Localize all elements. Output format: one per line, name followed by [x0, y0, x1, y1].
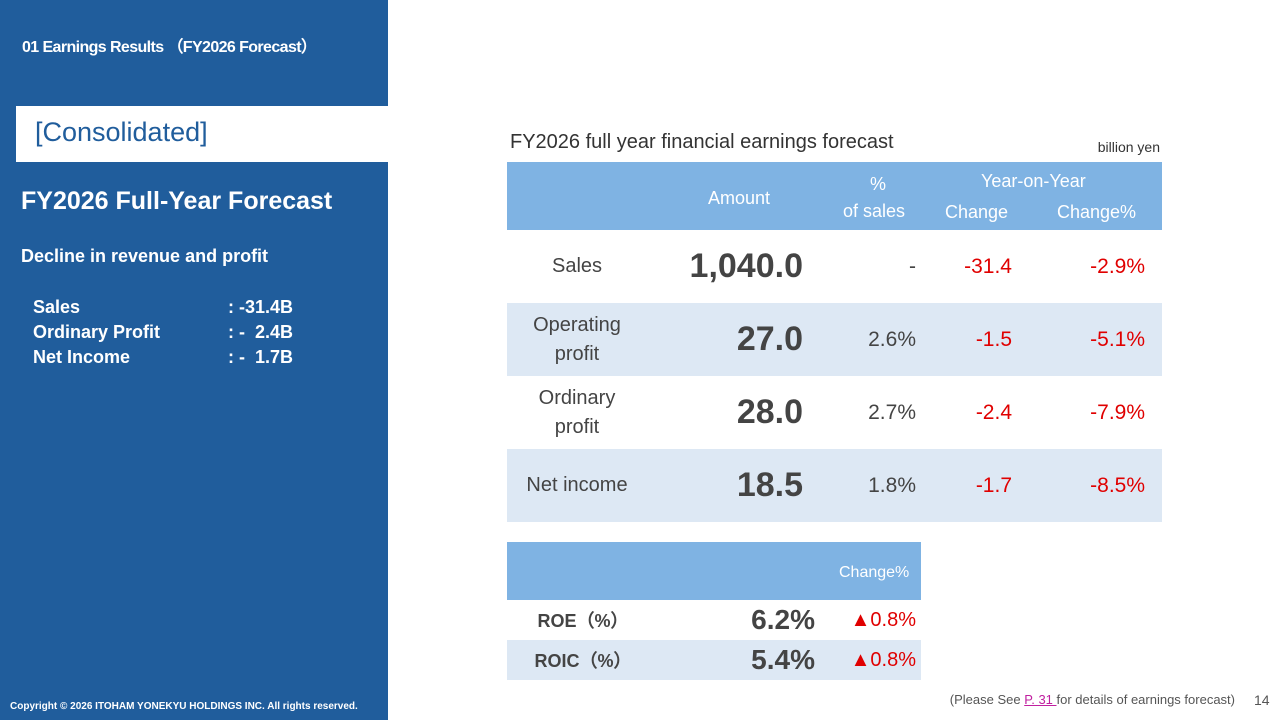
table-cell: 6.2% — [751, 604, 815, 635]
table-cell: Net income — [526, 474, 628, 496]
summary-value: : -31.4B — [228, 297, 294, 317]
table-cell: Operating profit — [533, 313, 621, 365]
footnote: (Please See P. 31 for details of earning… — [950, 692, 1235, 707]
summary-label: Net Income — [33, 347, 131, 367]
table-row — [507, 640, 921, 680]
summary-value: : - 2.4B — [228, 322, 294, 342]
header-cell: Change% — [1057, 202, 1137, 222]
table-cell: -7.9% — [1090, 401, 1145, 424]
header-cell: Change — [945, 202, 1009, 222]
copyright: Copyright © 2026 ITOHAM YONEKYU HOLDINGS… — [10, 701, 358, 712]
table-row — [507, 600, 921, 640]
table-caption: FY2026 full year financial earnings fore… — [510, 131, 894, 153]
table-cell: 28.0 — [736, 393, 803, 431]
table-row — [507, 303, 1162, 376]
table-cell: ROE（%） — [537, 611, 629, 631]
table-cell: -2.9% — [1090, 255, 1145, 278]
table-cell: - — [909, 255, 916, 278]
table-cell: Sales — [551, 255, 603, 277]
subtitle: Decline in revenue and profit — [21, 246, 269, 266]
table-cell: Ordinary profit — [538, 386, 616, 438]
table-cell: -1.5 — [975, 328, 1012, 351]
table-cell: -1.7 — [975, 474, 1012, 497]
header-cell: % — [870, 174, 887, 194]
page-link[interactable]: P. 31 — [1024, 692, 1057, 707]
header-cell: of sales — [843, 201, 906, 221]
table-cell: 27.0 — [736, 320, 803, 358]
table-row — [507, 449, 1162, 522]
title: FY2026 Full-Year Forecast — [21, 187, 333, 215]
section-title: 01 Earnings Results （FY2026 Forecast） — [22, 39, 317, 56]
unit: billion yen — [1097, 139, 1160, 155]
header-cell: Year-on-Year — [981, 171, 1086, 191]
table-row — [507, 376, 1162, 449]
table-cell: -2.4 — [975, 401, 1012, 424]
summary-label: Sales — [33, 297, 81, 317]
summary-label: Ordinary Profit — [33, 322, 161, 342]
footnote-text: (Please See — [949, 692, 1025, 707]
header-cell: Change% — [839, 564, 910, 581]
table-cell: 1,040.0 — [689, 247, 803, 285]
table-cell: -8.5% — [1090, 474, 1145, 497]
header-cell: Amount — [708, 188, 771, 208]
page-number: 14 — [1254, 692, 1270, 708]
tag: [Consolidated] — [35, 117, 208, 147]
footnote-text: for details of earnings forecast) — [1056, 692, 1235, 707]
header-row — [507, 542, 921, 600]
table-cell: -31.4 — [964, 255, 1012, 278]
tag-box — [16, 106, 388, 162]
table-cell: 1.8% — [868, 474, 916, 497]
table-cell: ▲0.8% — [850, 648, 916, 671]
table-cell: ROIC（%） — [534, 651, 632, 671]
table-cell: 2.7% — [868, 401, 916, 424]
summary-value: : - 1.7B — [228, 347, 294, 367]
header-row — [507, 162, 1162, 230]
table-cell: 2.6% — [868, 328, 916, 351]
table-row — [507, 230, 1162, 303]
sidebar: 01 Earnings Results （FY2026 Forecast） [C… — [0, 0, 388, 720]
table-cell: 18.5 — [736, 466, 803, 504]
table-cell: -5.1% — [1090, 328, 1145, 351]
table-cell: ▲0.8% — [850, 608, 916, 631]
table-cell: 5.4% — [751, 644, 815, 675]
